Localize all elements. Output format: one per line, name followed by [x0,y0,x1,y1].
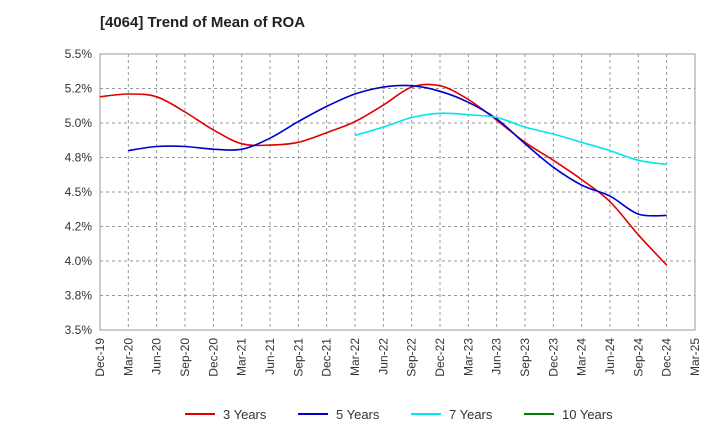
x-tick-label: Jun-21 [263,338,277,375]
x-tick-label: Sep-20 [178,338,192,377]
x-tick-label: Dec-21 [320,338,334,377]
grid-layer [99,53,696,331]
x-tick-label: Mar-20 [121,338,135,376]
x-tick-label: Sep-23 [518,338,532,377]
y-tick-label: 5.0% [65,116,93,130]
series-layer [99,83,668,266]
x-tick-label: Dec-23 [546,338,560,377]
x-tick-label: Jun-22 [376,338,390,375]
x-tick-label: Dec-20 [206,338,220,377]
x-tick-label: Mar-25 [688,338,702,376]
series-line-3-years [99,83,668,266]
chart-title: [4064] Trend of Mean of ROA [100,14,306,31]
x-tick-label: Mar-24 [575,338,589,376]
x-tick-label: Mar-22 [348,338,362,376]
x-tick-label: Dec-24 [660,338,674,377]
legend: 3 Years 5 Years 7 Years 10 Years [185,407,613,422]
y-tick-label: 4.8% [65,151,93,165]
x-tick-label: Jun-23 [490,338,504,375]
x-tick-label: Dec-19 [93,338,107,377]
x-tick-label: Dec-22 [433,338,447,377]
legend-label-5-years: 5 Years [336,407,380,422]
axis-layer: 3.5% 3.8% 4.0% 4.2% 4.5% 4.8% 5.0% 5.2% 5.5% Dec-… [65,47,702,377]
y-tick-label: 4.5% [65,185,93,199]
y-tick-label: 5.5% [65,47,93,61]
y-tick-label: 4.2% [65,220,93,234]
y-tick-label: 4.0% [65,254,93,268]
series-line-7-years [354,112,667,166]
x-tick-label: Sep-21 [291,338,305,377]
y-tick-label: 5.2% [65,82,93,96]
y-tick-label: 3.5% [65,323,93,337]
legend-label-7-years: 7 Years [449,407,493,422]
x-tick-label: Mar-21 [235,338,249,376]
y-tick-label: 3.8% [65,289,93,303]
x-tick-label: Jun-20 [150,338,164,375]
x-tick-label: Jun-24 [603,338,617,375]
x-tick-label: Mar-23 [461,338,475,376]
x-tick-label: Sep-22 [405,338,419,377]
x-tick-label: Sep-24 [631,338,645,377]
series-line-5-years [128,84,667,217]
legend-label-10-years: 10 Years [562,407,613,422]
legend-label-3-years: 3 Years [223,407,267,422]
